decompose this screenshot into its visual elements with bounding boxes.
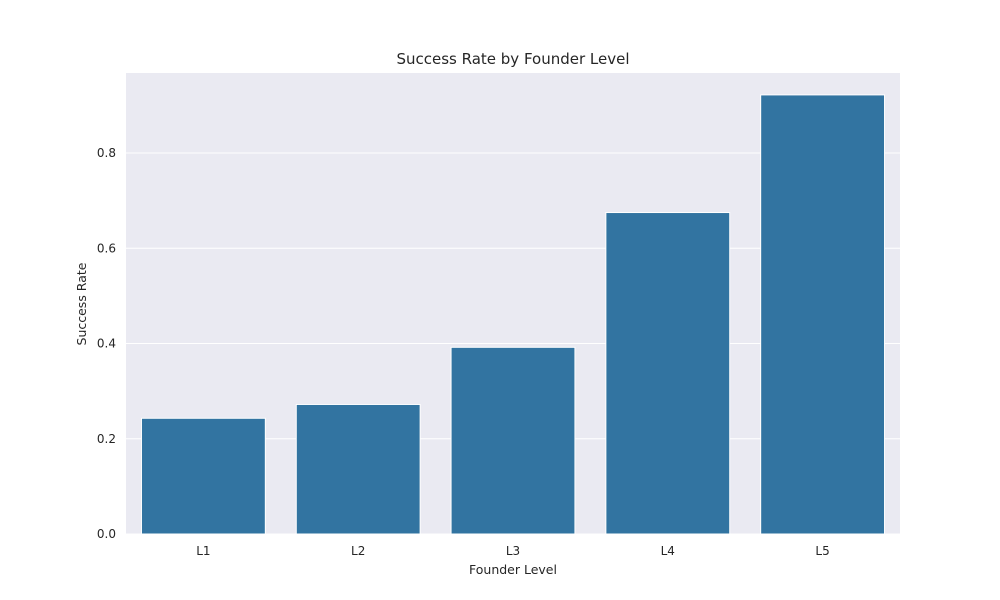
y-tick-label: 0.6: [97, 241, 116, 255]
x-tick-label: L5: [815, 544, 829, 558]
bar-l4: [605, 212, 731, 535]
x-tick-label: L1: [196, 544, 210, 558]
y-tick-label: 0.0: [97, 527, 116, 541]
y-tick-label: 0.8: [97, 146, 116, 160]
x-tick-label: L2: [351, 544, 365, 558]
x-axis-label: Founder Level: [469, 562, 557, 577]
bar-l2: [295, 403, 421, 535]
bar-l1: [140, 417, 266, 535]
bar-l5: [760, 94, 886, 535]
chart-title: Success Rate by Founder Level: [396, 50, 629, 68]
y-tick-label: 0.4: [97, 337, 116, 351]
x-tick-labels: L1 L2 L3 L4 L5: [196, 544, 830, 558]
x-tick-label: L4: [661, 544, 675, 558]
y-axis-label: Success Rate: [74, 262, 89, 345]
y-tick-labels: 0.0 0.2 0.4 0.6 0.8: [97, 146, 116, 541]
y-tick-label: 0.2: [97, 432, 116, 446]
x-tick-label: L3: [506, 544, 520, 558]
bars: [140, 94, 886, 535]
bar-l3: [450, 346, 576, 535]
